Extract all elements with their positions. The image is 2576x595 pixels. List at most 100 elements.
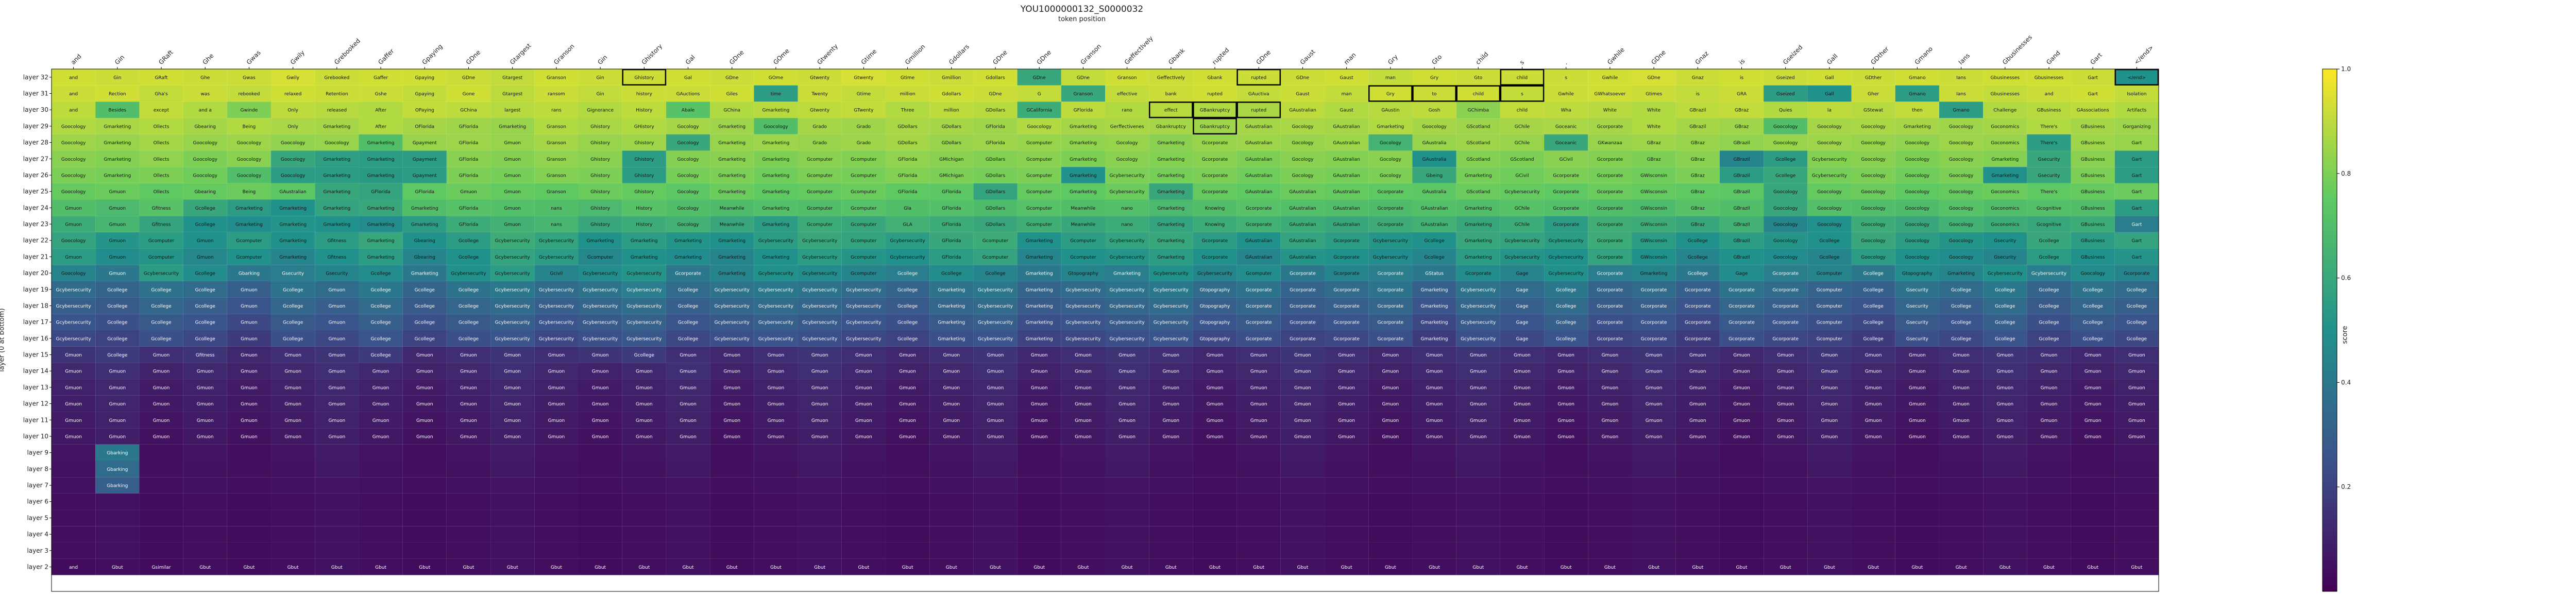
cell-label: Goocology (1422, 124, 1447, 129)
cell-label: Gmarketing (718, 239, 745, 244)
heatmap-cell (798, 542, 842, 559)
cell-label: Gmuon (1953, 434, 1970, 439)
heatmap-cell (315, 493, 359, 510)
cell-label: Gmuon (1996, 434, 2013, 439)
cell-label: Gmuon (241, 336, 258, 342)
heatmap-cell (1588, 150, 1632, 167)
heatmap-cell (578, 493, 622, 510)
heatmap-cell (1017, 199, 1061, 216)
cell-label: Being (243, 124, 256, 129)
cell-label: Gcorporate (1202, 255, 1228, 260)
cell-label: Ghistory (590, 124, 611, 129)
heatmap-cell (2071, 134, 2115, 151)
heatmap-cell (1939, 346, 1984, 363)
cell-label: Gmuon (1909, 434, 1926, 439)
heatmap-cell (1149, 248, 1193, 265)
cell-label: Gsecurity (282, 271, 304, 277)
cell-label: Gcybersecurity (539, 287, 574, 293)
heatmap-cell (885, 118, 930, 134)
cell-label: Gcomputer (851, 271, 877, 277)
heatmap-cell (1456, 379, 1500, 396)
cell-label: Goocology (1773, 239, 1798, 244)
cell-label: GFlorida (459, 141, 479, 146)
heatmap-cell (1807, 85, 1852, 102)
heatmap-cell (798, 118, 842, 134)
cell-label: Gcollege (459, 287, 479, 293)
heatmap-cell (1412, 542, 1456, 559)
heatmap-cell (1500, 558, 1545, 575)
heatmap-cell (1236, 412, 1281, 429)
heatmap-cell (271, 265, 315, 281)
heatmap-cell (885, 477, 930, 494)
cell-label: Gmuon (329, 304, 346, 309)
cell-label: Gmuon (1865, 369, 1882, 375)
heatmap-cell (1939, 150, 1984, 167)
cell-label: Gcollege (195, 320, 216, 326)
heatmap-cell (1895, 297, 1939, 314)
cell-label: Goocology (1905, 157, 1930, 162)
heatmap-cell (95, 428, 140, 445)
cell-label: GHistory (634, 124, 655, 129)
cell-label: Gmuon (1338, 418, 1355, 423)
heatmap-cell (183, 101, 227, 118)
cell-label: Gcybersecurity (583, 304, 618, 309)
heatmap-cell (1236, 428, 1281, 445)
cell-label: Gcorporate (1597, 223, 1623, 228)
cell-label: Gcollege (415, 336, 435, 342)
heatmap-cell (1368, 281, 1413, 298)
heatmap-cell (359, 346, 403, 363)
heatmap-cell (622, 428, 666, 445)
heatmap-cell (1325, 509, 1369, 526)
cell-label: Gbut (946, 565, 957, 570)
heatmap-cell (885, 265, 930, 281)
cell-label: Goocology (193, 141, 217, 146)
cell-label: Gcorporate (1290, 287, 1316, 293)
heatmap-cell (929, 134, 974, 151)
heatmap-cell (1193, 395, 1237, 412)
heatmap-cell (710, 297, 754, 314)
cell-label: GBusiness (2081, 157, 2105, 162)
cell-label: rupted (1251, 75, 1266, 80)
heatmap-cell (1500, 248, 1545, 265)
heatmap-cell (315, 150, 359, 167)
cell-label: Gmuon (197, 385, 214, 390)
cell-label: Ghistory (634, 173, 654, 178)
heatmap-cell (2114, 346, 2159, 363)
cell-label: Gocology (677, 141, 700, 146)
cell-label: Gmuon (1821, 385, 1838, 390)
heatmap-cell (1280, 101, 1325, 118)
cell-label: Gmuon (548, 353, 565, 358)
cell-label: Gcorporate (1685, 336, 1711, 342)
heatmap-cell (227, 216, 272, 232)
heatmap-cell (139, 85, 183, 102)
heatmap-cell (95, 412, 140, 429)
heatmap-cell (139, 542, 183, 559)
heatmap-cell (1325, 265, 1369, 281)
cell-label: Gcollege (107, 304, 128, 309)
heatmap-cell (1807, 412, 1852, 429)
heatmap-cell (534, 101, 579, 118)
cell-label: Gbut (770, 565, 782, 570)
heatmap-cell (1456, 199, 1500, 216)
cell-label: Gmuon (1207, 434, 1224, 439)
y-tick-label: layer 18 (23, 302, 48, 309)
cell-label: Gmuon (1338, 434, 1355, 439)
heatmap-cell (227, 461, 272, 478)
heatmap-cell (271, 199, 315, 216)
heatmap-cell (841, 363, 886, 380)
cell-label: GRA (1737, 92, 1747, 97)
heatmap-cell (227, 314, 272, 330)
cell-label: Gmarketing (367, 206, 395, 211)
heatmap-cell (710, 150, 754, 167)
cell-label: Gage (1516, 320, 1529, 326)
heatmap-cell (1456, 509, 1500, 526)
heatmap-cell (95, 509, 140, 526)
cell-label: GScotland (1466, 141, 1490, 146)
heatmap-cell (1017, 232, 1061, 249)
cell-label: Gmuon (416, 353, 433, 358)
heatmap-cell (1368, 428, 1413, 445)
heatmap-cell (534, 281, 579, 298)
cell-label: Gpayment (413, 173, 437, 178)
cell-label: Gmuon (1733, 353, 1750, 358)
cell-label: Goocology (281, 141, 306, 146)
